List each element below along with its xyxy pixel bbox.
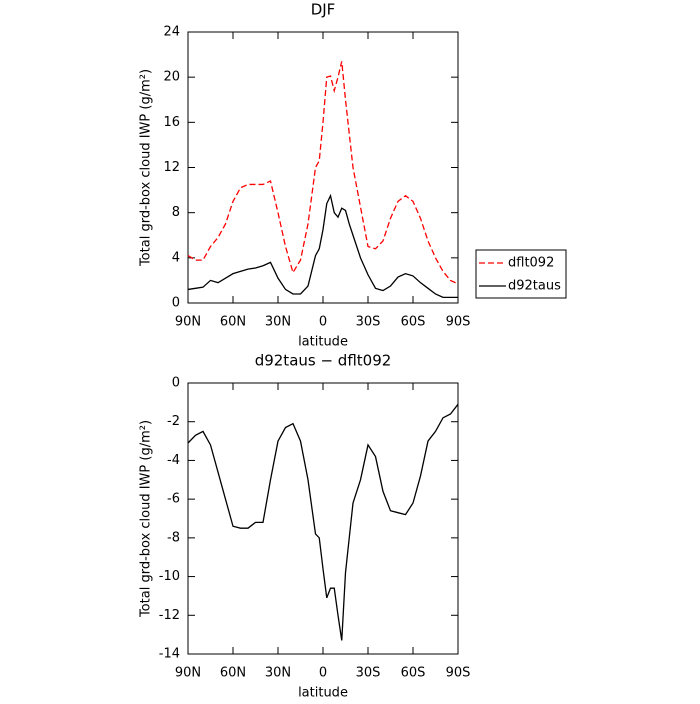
x-tick-label: 60S: [401, 666, 426, 681]
x-tick-label: 90N: [175, 315, 201, 330]
y-axis-label: Total grd-box cloud IWP (g/m²): [139, 420, 154, 618]
y-tick-label: 20: [163, 70, 180, 85]
legend-box: [475, 249, 567, 299]
y-tick-label: 12: [163, 160, 180, 175]
y-tick-label: 0: [172, 296, 180, 311]
x-tick-label: 30N: [265, 666, 291, 681]
x-tick-label: 60S: [401, 315, 426, 330]
x-tick-label: 90N: [175, 666, 201, 681]
chart-title: DJF: [311, 1, 336, 19]
y-tick-label: 4: [172, 250, 180, 265]
data-line: [187, 61, 459, 285]
y-axis-label: Total grd-box cloud IWP (g/m²): [139, 69, 154, 267]
data-line: [187, 403, 459, 641]
chart-title: d92taus − dflt092: [255, 352, 392, 370]
y-tick-label: 0: [172, 376, 180, 391]
x-tick-label: 90S: [446, 666, 471, 681]
x-tick-label: 0: [319, 666, 327, 681]
x-tick-label: 90S: [446, 315, 471, 330]
x-axis-label: latitude: [298, 335, 348, 350]
y-tick-label: -12: [159, 608, 180, 623]
y-tick-label: 24: [163, 25, 180, 40]
legend-label: d92taus: [508, 279, 561, 294]
y-tick-label: 8: [172, 205, 180, 220]
x-tick-label: 30S: [356, 666, 381, 681]
y-tick-label: -6: [167, 492, 180, 507]
x-tick-label: 30S: [356, 315, 381, 330]
y-tick-label: 16: [163, 115, 180, 130]
x-tick-label: 30N: [265, 315, 291, 330]
x-axis-label: latitude: [298, 686, 348, 701]
data-line: [187, 193, 458, 299]
y-tick-label: -4: [167, 453, 180, 468]
legend-label: dflt092: [508, 256, 554, 271]
x-tick-label: 0: [319, 315, 327, 330]
x-tick-label: 60N: [220, 666, 246, 681]
x-tick-label: 60N: [220, 315, 246, 330]
y-tick-label: -8: [167, 530, 180, 545]
plot-frame: [187, 31, 459, 304]
plot-frame: [187, 382, 459, 655]
y-tick-label: -14: [159, 647, 180, 662]
y-tick-label: -2: [167, 414, 180, 429]
y-tick-label: -10: [159, 569, 180, 584]
